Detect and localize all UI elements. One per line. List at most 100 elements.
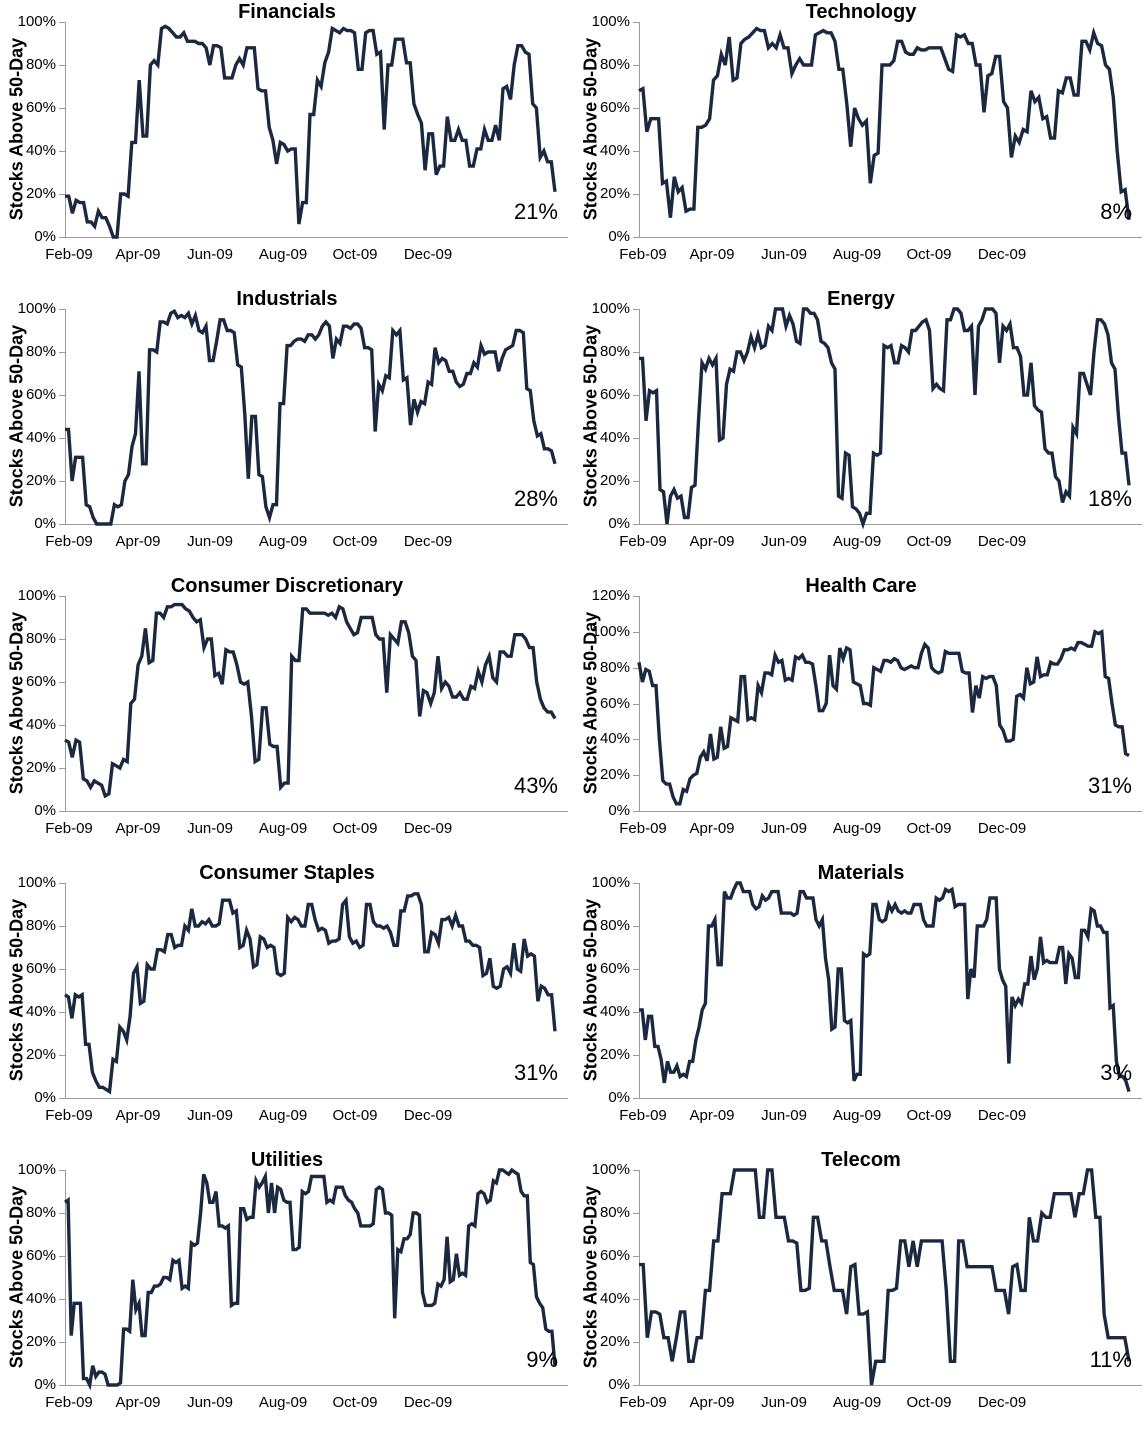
- chart-title: Technology: [805, 1, 917, 23]
- y-tick-mark: [59, 596, 65, 597]
- y-tick-mark: [633, 631, 639, 633]
- x-tick-label: Jun-09: [187, 1107, 233, 1124]
- y-axis-line: [639, 309, 640, 525]
- chart-consumer-staples: Consumer Staples Stocks Above 50-Day 0% 2…: [0, 861, 574, 1148]
- y-tick-label: 100%: [17, 1161, 56, 1178]
- y-tick-mark: [633, 1385, 639, 1386]
- x-tick-label: Feb-09: [45, 246, 93, 263]
- y-tick-label: 60%: [599, 960, 630, 977]
- chart-title: Materials: [817, 862, 905, 884]
- y-tick-label: 0%: [608, 802, 630, 819]
- y-tick-mark: [633, 1055, 639, 1056]
- y-tick-label: 40%: [25, 1003, 56, 1020]
- x-axis-line: [639, 237, 1142, 238]
- y-tick-label: 40%: [599, 429, 630, 446]
- y-tick-mark: [59, 395, 65, 396]
- x-tick-label: Jun-09: [187, 1394, 233, 1411]
- y-tick-label: 0%: [608, 1089, 630, 1106]
- y-tick-mark: [633, 108, 639, 109]
- last-value-label: 8%: [1100, 199, 1132, 224]
- x-tick-label: Feb-09: [45, 1394, 93, 1411]
- y-tick-mark: [633, 739, 639, 741]
- x-tick-label: Apr-09: [689, 246, 735, 263]
- y-axis-line: [639, 883, 640, 1099]
- x-axis-line: [65, 811, 568, 812]
- x-tick-label: Oct-09: [906, 1107, 952, 1124]
- y-tick-mark: [633, 926, 639, 927]
- x-tick-label: Feb-09: [619, 1394, 667, 1411]
- y-tick-mark: [59, 883, 65, 884]
- y-tick-mark: [59, 1213, 65, 1214]
- y-tick-label: 40%: [599, 142, 630, 159]
- x-tick-label: Apr-09: [689, 533, 735, 550]
- x-tick-label: Feb-09: [45, 1107, 93, 1124]
- y-tick-label: 0%: [608, 228, 630, 245]
- series-line: [637, 629, 1130, 806]
- x-tick-label: Oct-09: [906, 820, 952, 837]
- y-tick-label: 60%: [599, 99, 630, 116]
- y-axis-line: [639, 1170, 640, 1386]
- x-tick-label: Apr-09: [689, 820, 735, 837]
- y-tick-mark: [633, 1170, 639, 1171]
- x-axis-line: [65, 1098, 568, 1099]
- y-tick-label: 0%: [608, 1376, 630, 1393]
- y-axis-line: [639, 22, 640, 238]
- y-tick-mark: [59, 151, 65, 152]
- y-tick-mark: [633, 524, 639, 525]
- y-tick-mark: [59, 725, 65, 726]
- y-tick-label: 100%: [591, 874, 630, 891]
- x-tick-label: Dec-09: [403, 533, 453, 550]
- y-tick-label: 80%: [25, 56, 56, 73]
- x-tick-label: Dec-09: [977, 1394, 1027, 1411]
- y-tick-label: 80%: [599, 658, 630, 676]
- y-tick-label: 0%: [608, 515, 630, 532]
- line-plot: [639, 881, 1131, 1093]
- y-tick-mark: [59, 768, 65, 769]
- x-tick-label: Aug-09: [832, 820, 882, 837]
- y-tick-mark: [59, 438, 65, 439]
- last-value-label: 3%: [1100, 1060, 1132, 1085]
- x-tick-label: Apr-09: [115, 1394, 161, 1411]
- y-tick-mark: [59, 811, 65, 812]
- series-line: [64, 892, 557, 1095]
- series-line: [65, 308, 557, 526]
- y-tick-label: 0%: [34, 1376, 56, 1393]
- x-tick-label: Oct-09: [332, 820, 378, 837]
- y-tick-mark: [633, 481, 639, 482]
- x-tick-label: Oct-09: [332, 1107, 378, 1124]
- y-axis-line: [65, 1170, 66, 1386]
- y-tick-mark: [633, 438, 639, 439]
- y-tick-mark: [59, 1055, 65, 1056]
- y-tick-label: 100%: [591, 1161, 630, 1178]
- chart-title: Consumer Staples: [199, 862, 375, 884]
- y-tick-label: 100%: [17, 13, 56, 30]
- y-tick-label: 80%: [25, 630, 56, 647]
- x-tick-label: Feb-09: [619, 820, 667, 837]
- last-value-label: 9%: [526, 1347, 558, 1372]
- x-tick-label: Jun-09: [187, 820, 233, 837]
- y-tick-label: 80%: [599, 343, 630, 360]
- y-axis-line: [65, 883, 66, 1099]
- y-tick-mark: [59, 1012, 65, 1013]
- x-tick-label: Apr-09: [115, 246, 161, 263]
- x-tick-label: Dec-09: [977, 1107, 1027, 1124]
- y-tick-label: 20%: [599, 472, 630, 489]
- y-tick-mark: [59, 1299, 65, 1300]
- last-value-label: 21%: [513, 199, 558, 224]
- y-tick-mark: [633, 703, 639, 705]
- x-tick-label: Dec-09: [977, 820, 1027, 837]
- x-tick-label: Apr-09: [689, 1394, 735, 1411]
- y-tick-label: 60%: [25, 673, 56, 690]
- y-tick-label: 40%: [599, 1290, 630, 1307]
- chart-technology: Technology Stocks Above 50-Day 0% 20% 40% 6…: [574, 0, 1148, 287]
- y-tick-label: 60%: [25, 99, 56, 116]
- chart-financials: Financials Stocks Above 50-Day 0% 20% 40% 6…: [0, 0, 574, 287]
- y-axis-line: [639, 596, 640, 812]
- y-tick-mark: [633, 151, 639, 152]
- y-tick-mark: [633, 1213, 639, 1214]
- y-tick-label: 20%: [25, 472, 56, 489]
- y-tick-mark: [59, 481, 65, 482]
- y-tick-mark: [633, 395, 639, 396]
- y-tick-label: 20%: [599, 1333, 630, 1350]
- x-tick-label: Feb-09: [619, 533, 667, 550]
